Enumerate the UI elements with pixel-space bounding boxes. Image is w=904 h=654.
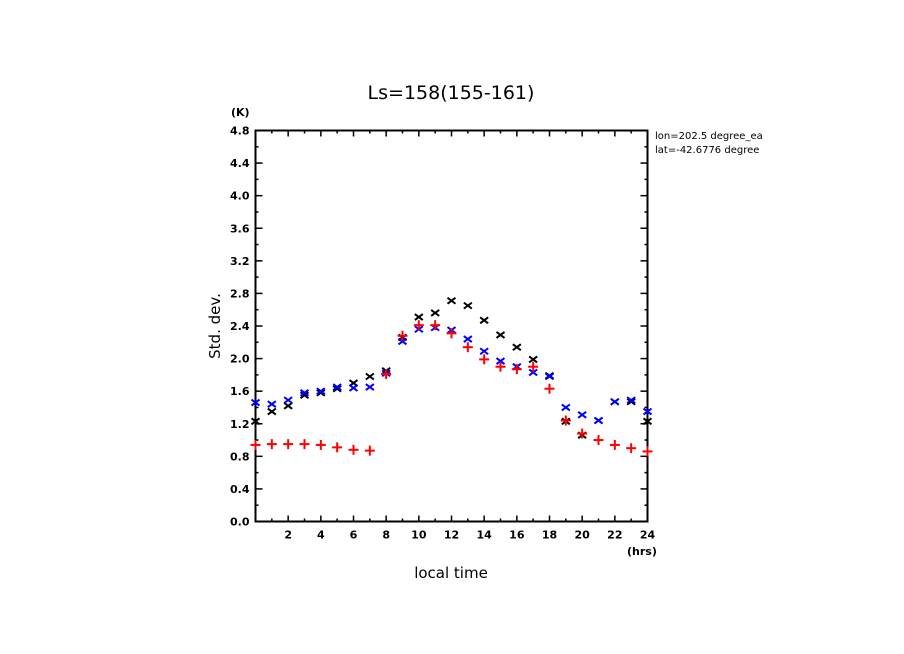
blue-x-point <box>365 383 375 391</box>
plot-frame <box>254 129 649 523</box>
red-plus-point <box>315 439 326 450</box>
y-tick-label: 2.8 <box>230 287 250 300</box>
y-tick-label: 1.6 <box>230 385 250 398</box>
blue-x-point <box>299 388 310 397</box>
blue-x-point <box>283 396 293 404</box>
chart-title: Ls=158(155-161) <box>368 82 535 104</box>
black-x-point <box>479 316 489 325</box>
red-plus-point <box>544 383 555 394</box>
y-tick-label: 0.4 <box>230 483 250 496</box>
black-x-point <box>365 372 375 381</box>
red-plus-point <box>446 328 457 339</box>
red-plus-point <box>332 442 343 453</box>
y-tick-label: 3.6 <box>230 222 250 235</box>
red-plus-point <box>479 354 490 365</box>
red-plus-point <box>381 369 392 380</box>
blue-x-point <box>316 387 326 395</box>
red-plus-point <box>364 445 375 456</box>
x-tick-label: 18 <box>542 529 557 542</box>
blue-x-point <box>544 372 555 381</box>
blue-x-point <box>610 397 620 406</box>
red-plus-point <box>250 439 261 450</box>
blue-x-point <box>463 335 473 343</box>
blue-x-point <box>593 416 604 425</box>
x-tick-label: 4 <box>317 529 325 542</box>
y-tick-label: 1.2 <box>230 418 250 431</box>
y-tick-label: 4.0 <box>230 190 250 203</box>
red-plus-point <box>560 415 571 426</box>
black-x-point <box>283 402 293 410</box>
x-tick-label: 22 <box>607 529 622 542</box>
blue-x-point <box>495 357 506 365</box>
black-x-point <box>626 397 636 406</box>
blue-x-point <box>348 384 359 392</box>
data-marks <box>250 296 653 457</box>
red-plus-point <box>511 364 522 375</box>
red-plus-point <box>299 439 310 450</box>
x-tick-label: 6 <box>350 529 358 542</box>
black-x-point <box>430 309 440 317</box>
x-axis-label: local time <box>414 564 488 582</box>
red-plus-point <box>495 361 506 372</box>
y-tick-label: 2.0 <box>230 353 250 366</box>
blue-x-point <box>642 407 653 416</box>
axis-ticks: 2 4 6 8 10 12 14 16 18 20 22 240.00.40.81.21.62.02.… <box>230 125 655 542</box>
blue-x-point <box>267 400 277 409</box>
x-tick-label: 2 <box>284 529 292 542</box>
red-plus-point <box>577 428 588 439</box>
blue-x-point <box>561 403 571 412</box>
red-plus-point <box>266 439 277 450</box>
red-plus-point <box>528 361 539 372</box>
red-plus-point <box>642 446 653 457</box>
black-x-point <box>463 301 473 310</box>
annotation-lon: lon=202.5 degree_ea <box>655 131 763 142</box>
black-x-point <box>495 331 506 339</box>
blue-x-point <box>332 383 342 391</box>
x-unit-label: (hrs) <box>627 545 657 558</box>
black-x-point <box>299 391 310 400</box>
x-tick-label: 10 <box>411 529 427 542</box>
x-tick-label: 20 <box>575 529 591 542</box>
x-tick-label: 16 <box>509 529 525 542</box>
annotation-lat: lat=-42.6776 degree <box>655 145 759 156</box>
black-x-point <box>642 417 653 426</box>
blue-x-point <box>528 368 538 377</box>
x-tick-label: 24 <box>640 529 656 542</box>
blue-x-point <box>626 396 636 404</box>
black-x-point <box>446 296 457 305</box>
red-plus-point <box>626 443 637 454</box>
y-tick-label: 0.0 <box>230 516 250 529</box>
blue-x-point <box>479 347 489 356</box>
black-x-point <box>512 343 522 351</box>
x-tick-label: 14 <box>477 529 493 542</box>
y-tick-label: 0.8 <box>230 450 250 463</box>
black-x-point <box>316 388 326 397</box>
red-plus-point <box>413 320 424 331</box>
blue-x-point <box>250 398 261 407</box>
black-x-point <box>414 313 424 321</box>
y-tick-label: 4.4 <box>230 157 250 170</box>
black-x-point <box>267 407 277 416</box>
y-tick-label: 4.8 <box>230 125 250 138</box>
y-tick-label: 3.2 <box>230 255 250 268</box>
red-plus-point <box>397 330 408 341</box>
red-plus-point <box>283 439 294 450</box>
red-plus-point <box>430 320 441 331</box>
black-x-point <box>332 384 342 393</box>
y-unit-label: (K) <box>231 106 250 119</box>
y-tick-label: 2.4 <box>230 320 250 333</box>
x-tick-label: 12 <box>444 529 459 542</box>
red-plus-point <box>348 444 359 455</box>
red-plus-point <box>609 439 620 450</box>
x-tick-label: 8 <box>382 529 390 542</box>
red-plus-point <box>593 435 604 446</box>
blue-x-point <box>577 410 587 419</box>
black-x-point <box>250 417 261 426</box>
y-axis-label: Std. dev. <box>206 293 224 359</box>
blue-x-point <box>397 337 408 346</box>
red-plus-point <box>462 342 473 353</box>
black-x-point <box>528 355 538 364</box>
